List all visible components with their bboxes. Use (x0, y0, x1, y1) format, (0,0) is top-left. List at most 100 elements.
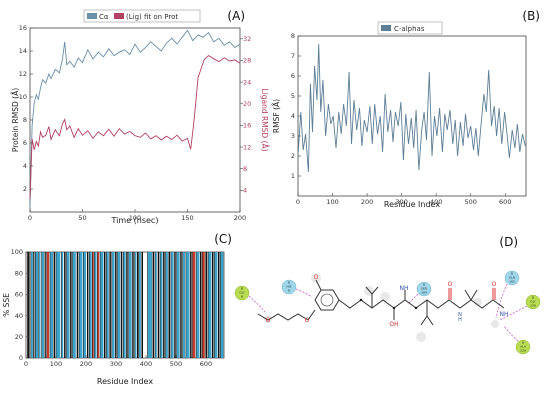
series-line-calphas (297, 43, 526, 173)
svg-text:HIS: HIS (286, 285, 291, 289)
panel-a-y-tick-label: 10 (19, 93, 27, 101)
panel-a-y-tick-label: 12 (19, 70, 27, 78)
panel-b: 0 100 200 300 400 500 600 1 2 3 4 5 6 7 8 C-alphas Re… (272, 9, 540, 209)
panel-c-ylabel: % SSE (2, 293, 11, 317)
panel-a-x-tick-label: 150 (181, 214, 193, 222)
panel-a-y2-tick-label: 24 (243, 78, 251, 86)
panel-b-y-tick-label: 1 (291, 172, 295, 180)
panel-a-y2-tick-label: 32 (243, 35, 251, 43)
panel-a-x-tick-label: 50 (78, 214, 86, 222)
panel-c-y-tick-label: 60 (15, 291, 23, 299)
hbond-ser-nh (407, 293, 419, 305)
residue-gly-left: B GLY B (234, 285, 250, 301)
panel-a-xlabel: Time (nsec) (111, 216, 159, 225)
sse-bar-helix (170, 252, 174, 358)
legend-label-ligand: (Lig) fit on Prot (126, 13, 178, 21)
panel-b-x-tick-label: 100 (326, 198, 338, 206)
svg-text:GLY: GLY (530, 300, 536, 304)
panel-a-y2-tick-label: 20 (243, 100, 251, 108)
sse-bar-other (53, 252, 56, 358)
hbond-gly-o (248, 295, 266, 313)
sse-bar-other (109, 252, 111, 358)
svg-text:B: B (532, 296, 534, 300)
sse-bar-other (158, 252, 160, 358)
panel-c: 0 100 200 300 400 500 600 0 20 40 60 80 100 Residue… (2, 232, 232, 386)
atom-o-amide-2: O (492, 281, 497, 288)
sse-bar-other (77, 252, 79, 358)
panel-b-y-tick-label: 7 (291, 52, 295, 60)
sse-bar-other (152, 252, 155, 358)
svg-text:B: B (288, 289, 290, 293)
sse-bar-other (190, 252, 192, 358)
panel-b-legend: C-alphas (377, 21, 443, 35)
panel-a-y2-tick-label: 28 (243, 57, 251, 65)
residue-ala: B ALA 229 (515, 339, 531, 355)
svg-text:GLN: GLN (509, 276, 515, 280)
sse-bar-helix (123, 252, 126, 358)
sse-bar-helix (35, 252, 38, 358)
sse-bar-helix (208, 252, 212, 358)
svg-text:B: B (423, 283, 425, 287)
sse-bar-helix (83, 252, 86, 358)
residue-gln: B GLN 165 (504, 270, 520, 286)
panel-a-legend-box (83, 9, 201, 23)
panel-c-x-tick-label: 400 (140, 360, 152, 368)
panel-b-y-tick-label: 8 (291, 32, 295, 40)
panel-b-x-tick-label: 300 (395, 198, 407, 206)
sse-bar-other (137, 252, 139, 358)
sse-bar-helix (214, 252, 218, 358)
sse-bar-other (168, 252, 170, 358)
hbond-gly-nh (499, 305, 528, 321)
hbond-gln-nh (495, 283, 508, 319)
stereo-centers (359, 298, 418, 310)
sse-bar-helix (106, 252, 109, 358)
solvent-halos (264, 273, 499, 342)
panel-c-x-tick-label: 200 (80, 360, 92, 368)
sse-bar-helix (160, 252, 163, 358)
svg-text:165: 165 (509, 280, 515, 284)
sse-bar-other (200, 252, 202, 358)
panel-a-x-tick-label: 200 (234, 214, 246, 222)
svg-text:184: 184 (421, 291, 427, 295)
panel-c-y-tick-label: 20 (15, 333, 23, 341)
atom-oh: OH (389, 321, 398, 328)
sse-bar-strand (46, 252, 50, 358)
sse-bar-other (115, 252, 117, 358)
panel-c-y-tick-label: 80 (15, 269, 23, 277)
sse-bar-helix (185, 252, 190, 358)
panel-c-y-tick-label: 100 (11, 248, 23, 256)
sse-bar-helix (89, 252, 92, 358)
panel-b-x-tick-label: 400 (430, 198, 442, 206)
panel-a-y2-tick-label: 16 (243, 122, 251, 130)
sse-bar-other (212, 252, 214, 358)
sse-bar-other (70, 252, 72, 358)
panel-a-y-tick-label: 2 (23, 185, 27, 193)
svg-text:SER: SER (421, 287, 427, 291)
panel-c-x-tick-label: 600 (200, 360, 212, 368)
panel-c-x-tick-label: 500 (170, 360, 182, 368)
panel-b-y-tick-label: 2 (291, 152, 295, 160)
svg-text:B: B (241, 287, 243, 291)
svg-text:229: 229 (520, 349, 526, 353)
sse-bar-helix (196, 252, 200, 358)
sse-bar-other (44, 252, 46, 358)
panel-b-y-tick-label: 6 (291, 72, 295, 80)
atom-o-chain-2: O (305, 317, 310, 324)
sse-bar-helix (182, 252, 185, 358)
sse-bar-helix (30, 252, 33, 358)
legend-swatch-ligand (114, 13, 124, 19)
sse-bar-helix (134, 252, 137, 358)
aromatic-ring (314, 289, 340, 311)
svg-text:228: 228 (530, 304, 536, 308)
legend-label-calpha: Cα (99, 13, 109, 21)
sse-bar-helix (61, 252, 64, 358)
residue-his: B HIS B (281, 279, 297, 295)
legend-swatch-calpha (87, 13, 97, 19)
sse-bar-other (174, 252, 176, 358)
sse-bar-helix (50, 252, 53, 358)
legend-swatch-calphas (381, 25, 391, 31)
svg-text:B: B (522, 341, 524, 345)
residue-gly-right: B GLY 228 (525, 294, 541, 310)
